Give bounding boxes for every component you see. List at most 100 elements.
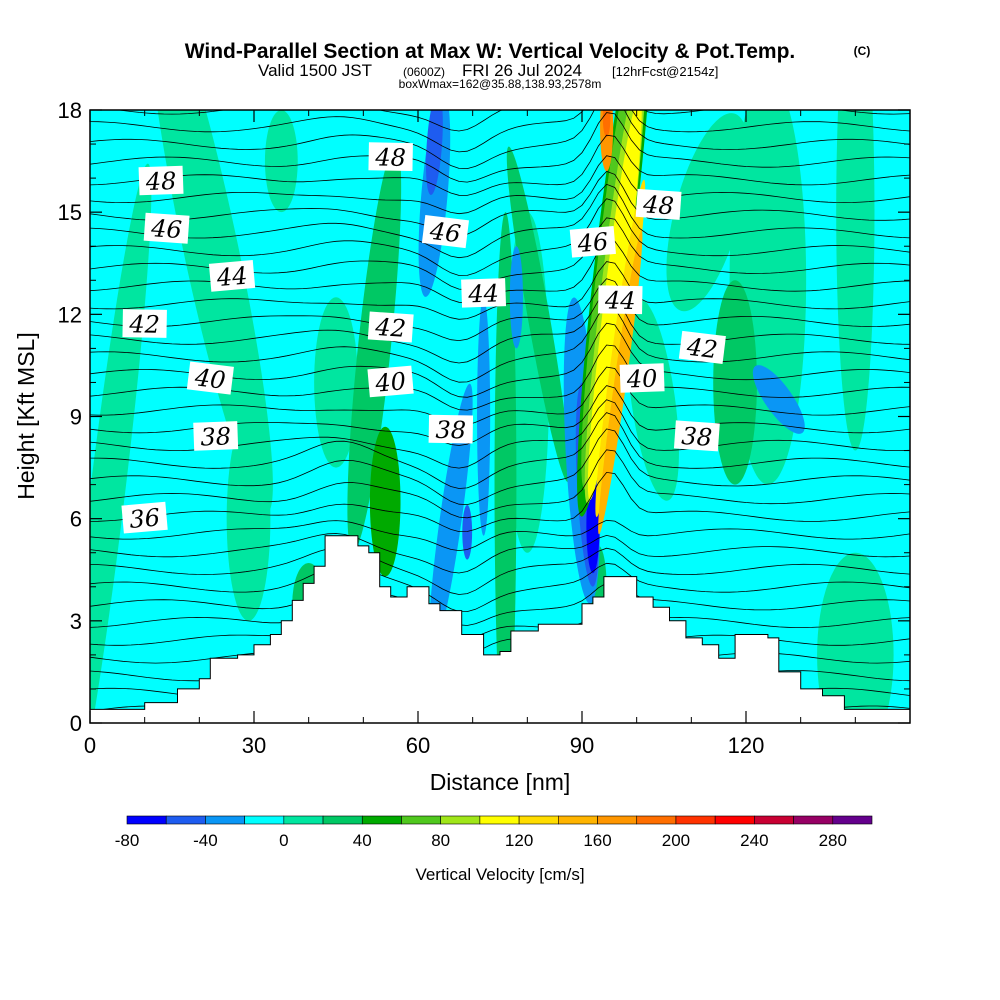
terrain	[90, 535, 910, 723]
y-tick-label: 6	[70, 507, 82, 532]
theta-label: 44	[208, 260, 256, 292]
colorbar-swatch	[126, 815, 167, 825]
colorbar-swatch	[832, 815, 873, 825]
w-region	[752, 365, 805, 434]
colorbar-tick-label: 80	[431, 831, 450, 850]
colorbar-swatch	[205, 815, 245, 825]
theta-label-text: 38	[200, 422, 232, 451]
plot-area: 36 38 38 38 40 40 40 42 42 42 44 44 44 46 46 46 48 48 48	[90, 110, 910, 723]
theta-contour	[90, 110, 910, 153]
w-region	[477, 297, 491, 536]
theta-label: 38	[673, 420, 720, 452]
valid-time-utc: (0600Z)	[403, 65, 445, 79]
theta-label-text: 46	[149, 214, 182, 244]
w-region	[314, 297, 358, 468]
colorbar-label: Vertical Velocity [cm/s]	[415, 865, 584, 884]
theta-contour	[90, 278, 910, 342]
theta-contour	[90, 582, 910, 626]
w-region	[509, 246, 523, 349]
theta-contour	[90, 449, 910, 519]
w-region	[494, 212, 517, 723]
w-region	[425, 110, 443, 196]
valid-time-date: FRI 26 Jul 2024	[462, 61, 582, 80]
x-tick-label: 120	[728, 733, 765, 758]
theta-label-text: 36	[128, 503, 161, 534]
x-axis: 0 30 60 90 120	[84, 110, 856, 758]
w-region	[369, 426, 401, 577]
y-tick-label: 9	[70, 405, 82, 430]
colorbar-swatch	[675, 815, 716, 825]
theta-label: 38	[428, 414, 474, 445]
theta-contour	[90, 519, 910, 552]
w-region	[602, 110, 611, 138]
colorbar-tick-label: 200	[662, 831, 690, 850]
colorbar-tick-label: 40	[353, 831, 372, 850]
theta-contour	[90, 604, 910, 640]
theta-label-text: 42	[128, 310, 160, 339]
theta-contour	[90, 170, 910, 237]
colorbar: -80 -40 0 40 80 120 160 200 240 280	[115, 815, 873, 850]
copyright-mark: (C)	[854, 44, 871, 58]
colorbar-tick-label: 160	[583, 831, 611, 850]
theta-label: 38	[193, 421, 239, 451]
theta-label: 46	[143, 212, 190, 244]
w-region	[347, 145, 402, 552]
theta-contour	[90, 562, 910, 613]
theta-contour	[90, 198, 910, 276]
theta-label: 44	[461, 278, 507, 308]
theta-label: 36	[121, 501, 168, 534]
theta-label-text: 40	[625, 365, 658, 394]
theta-label: 48	[138, 165, 184, 196]
theta-label: 40	[186, 361, 234, 395]
contour-labels: 36 38 38 38 40 40 40 42 42 42 44 44 44 46 46 46 48 48 48	[121, 142, 726, 534]
w-region	[264, 110, 298, 213]
w-region	[418, 110, 451, 297]
theta-label-text: 38	[435, 416, 466, 445]
theta-contour	[90, 471, 910, 533]
y-tick-label: 18	[58, 98, 82, 123]
theta-label-text: 40	[192, 363, 227, 395]
theta-label: 48	[368, 142, 413, 172]
theta-label: 42	[367, 311, 414, 343]
colorbar-swatch	[793, 815, 834, 825]
theta-label-text: 44	[604, 286, 636, 315]
colorbar-tick-label: -40	[193, 831, 218, 850]
chart-title: Wind-Parallel Section at Max W: Vertical…	[185, 40, 796, 63]
theta-label: 40	[619, 363, 665, 394]
colorbar-swatch	[361, 815, 402, 825]
theta-contour	[90, 110, 910, 170]
colorbar-swatch	[322, 815, 363, 825]
y-tick-label: 12	[58, 302, 82, 327]
valid-time-prefix: Valid 1500 JST	[258, 61, 372, 80]
theta-contour	[90, 533, 910, 574]
theta-contour	[116, 110, 910, 132]
colorbar-swatch	[714, 815, 755, 825]
w-region	[713, 280, 757, 485]
colorbar-swatch	[479, 815, 520, 825]
colorbar-tick-label: -80	[115, 831, 140, 850]
colorbar-swatch	[518, 815, 559, 825]
theta-label-text: 48	[374, 143, 406, 172]
colorbar-swatch	[636, 815, 677, 825]
theta-contour	[90, 547, 910, 595]
theta-label-text: 38	[681, 422, 713, 452]
w-region	[462, 505, 473, 560]
theta-label: 44	[598, 285, 643, 315]
theta-label: 42	[678, 330, 726, 364]
colorbar-swatch	[754, 815, 794, 825]
theta-label-text: 46	[427, 217, 462, 249]
x-tick-label: 30	[242, 733, 266, 758]
w-region	[147, 110, 273, 513]
theta-label-text: 48	[144, 167, 177, 196]
theta-contour	[90, 366, 910, 426]
theta-contour	[90, 291, 910, 364]
w-region	[428, 383, 473, 654]
colorbar-tick-label: 240	[740, 831, 768, 850]
colorbar-swatch	[440, 815, 481, 825]
y-axis-label: Height [Kft MSL]	[13, 332, 39, 499]
theta-contour	[90, 428, 910, 506]
y-tick-label: 0	[70, 711, 82, 736]
x-tick-label: 60	[406, 733, 430, 758]
